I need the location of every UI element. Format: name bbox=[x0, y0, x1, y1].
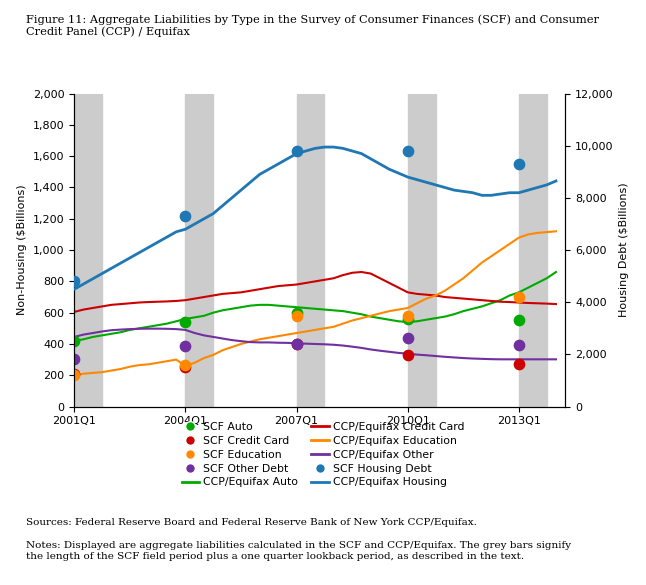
Point bbox=[402, 146, 413, 156]
Point bbox=[291, 146, 302, 156]
Point bbox=[514, 159, 524, 168]
Point bbox=[69, 354, 79, 363]
Y-axis label: Non-Housing ($Billions): Non-Housing ($Billions) bbox=[17, 185, 27, 315]
Point bbox=[291, 339, 302, 349]
Point bbox=[514, 360, 524, 369]
Point bbox=[69, 336, 79, 346]
Point bbox=[291, 311, 302, 321]
Point bbox=[69, 277, 79, 286]
Point bbox=[514, 340, 524, 349]
Point bbox=[69, 370, 79, 379]
Point bbox=[402, 314, 413, 324]
Text: Notes: Displayed are aggregate liabilities calculated in the SCF and CCP/Equifax: Notes: Displayed are aggregate liabiliti… bbox=[26, 541, 571, 560]
Text: Figure 11: Aggregate Liabilities by Type in the Survey of Consumer Finances (SCF: Figure 11: Aggregate Liabilities by Type… bbox=[26, 15, 599, 37]
Bar bbox=[74, 94, 102, 407]
Bar bbox=[408, 94, 435, 407]
Point bbox=[180, 318, 191, 327]
Bar bbox=[519, 94, 547, 407]
Point bbox=[514, 292, 524, 302]
Point bbox=[402, 333, 413, 342]
Legend: SCF Auto, SCF Credit Card, SCF Education, SCF Other Debt, CCP/Equifax Auto, CCP/: SCF Auto, SCF Credit Card, SCF Education… bbox=[177, 418, 469, 491]
Point bbox=[291, 308, 302, 317]
Point bbox=[402, 350, 413, 360]
Bar bbox=[185, 94, 213, 407]
Y-axis label: Housing Debt ($Billions): Housing Debt ($Billions) bbox=[619, 183, 629, 318]
Point bbox=[69, 371, 79, 380]
Point bbox=[180, 341, 191, 350]
Point bbox=[514, 315, 524, 325]
Point bbox=[180, 363, 191, 372]
Point bbox=[180, 360, 191, 370]
Bar bbox=[297, 94, 324, 407]
Point bbox=[180, 212, 191, 221]
Point bbox=[402, 311, 413, 321]
Text: Sources: Federal Reserve Board and Federal Reserve Bank of New York CCP/Equifax.: Sources: Federal Reserve Board and Feder… bbox=[26, 518, 477, 526]
Point bbox=[291, 339, 302, 349]
